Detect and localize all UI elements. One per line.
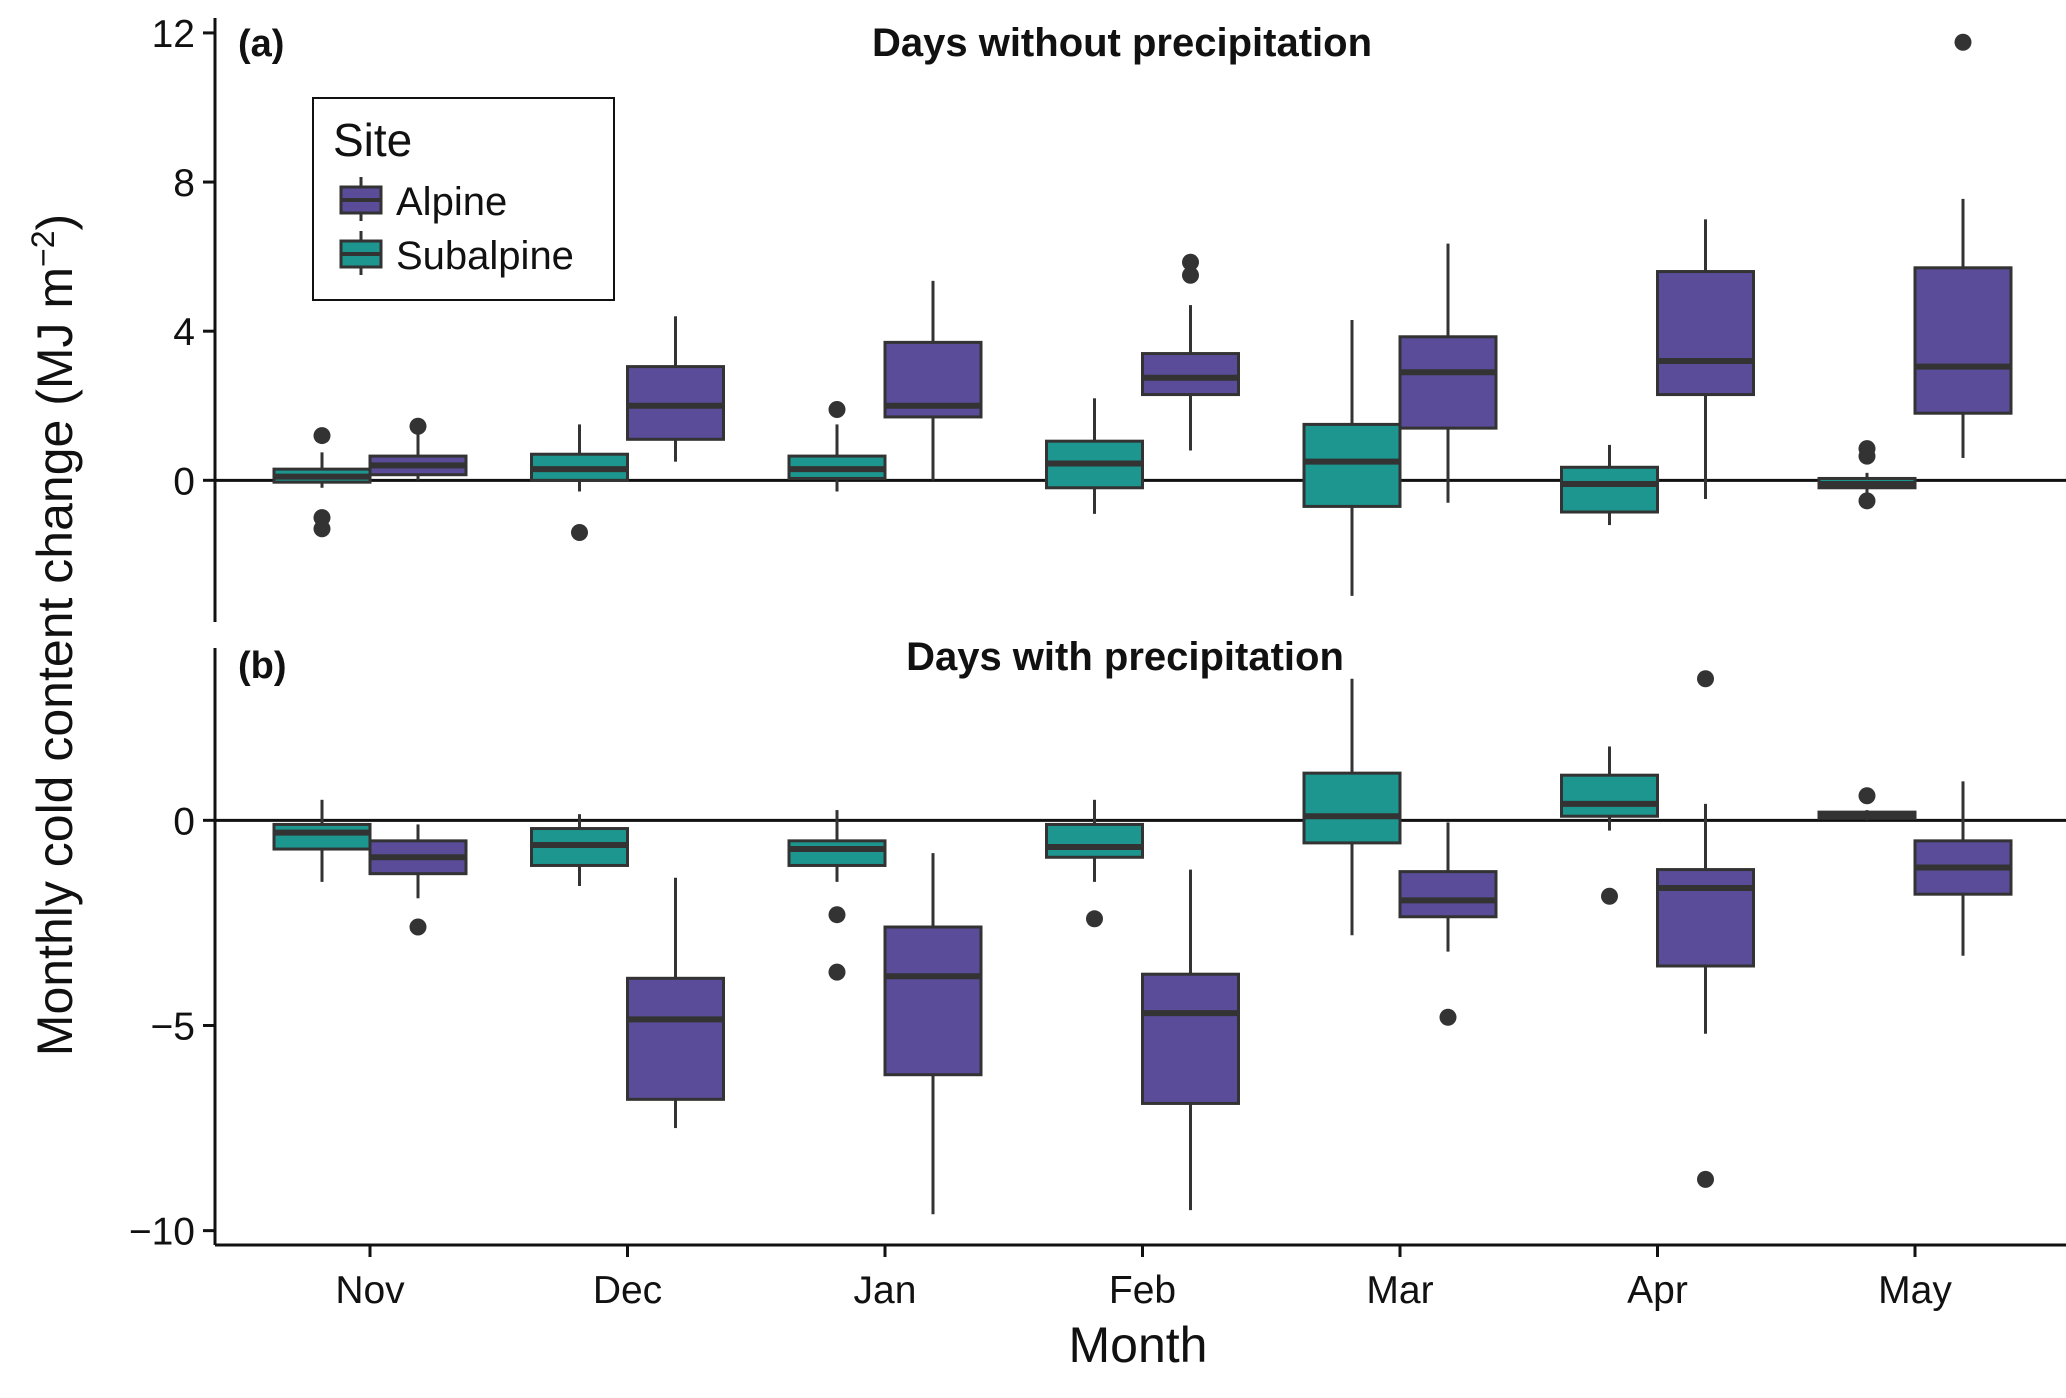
legend-label-subalpine: Subalpine [396,234,574,278]
outlier-point [1439,1008,1457,1026]
panel-b-tag: (b) [238,645,287,687]
box-iqr [1141,972,1240,1105]
y-axis-title-close: ) [27,214,83,231]
box-iqr [1398,335,1498,430]
box-alpine-feb [1141,253,1240,451]
outlier-point [1858,447,1876,465]
outlier-point [1182,266,1199,284]
legend-label-alpine: Alpine [396,180,507,224]
outlier-point [828,963,846,981]
box-alpine-nov [368,417,468,481]
y-tick-label-b: −5 [151,1005,195,1048]
panel-b-plot: −10 −5 0 [129,648,2066,1254]
box-iqr [1913,266,2013,415]
x-tick-label-nov: Nov [335,1269,405,1312]
outlier-point [571,524,588,542]
box-subalpine-dec [530,814,629,886]
x-axis: Nov Dec Jan Feb Mar Apr May [215,1243,2066,1312]
legend: Site Alpine Subalpine [312,97,615,301]
box-subalpine-apr [1560,746,1659,905]
box-iqr [1302,422,1402,508]
box-subalpine-feb [1045,398,1144,514]
x-tick-label-jan: Jan [854,1269,917,1312]
outlier-point [1601,887,1618,905]
x-tick-label-apr: Apr [1627,1269,1688,1312]
box-alpine-nov [368,824,468,936]
box-alpine-apr [1656,670,1755,1188]
y-tick-label-a: 12 [152,13,195,56]
outlier-point [1086,910,1103,928]
outlier-point [828,400,846,418]
box-iqr [1302,771,1402,845]
outlier-point [409,417,427,435]
x-tick-label-dec: Dec [593,1269,662,1312]
outlier-point [1954,33,1972,51]
outlier-point [828,906,846,924]
x-tick-label-feb: Feb [1109,1269,1176,1312]
y-tick-label-a: 0 [173,460,195,503]
outlier-point [1858,492,1876,510]
box-subalpine-jan [787,810,887,981]
y-tick-label-b: −10 [129,1211,195,1254]
box-alpine-jan [883,280,983,481]
panel-a-tag: (a) [238,23,284,65]
box-subalpine-mar [1302,320,1402,596]
box-alpine-mar [1398,822,1498,1026]
box-iqr [787,839,887,867]
box-alpine-may [1913,781,2013,956]
box-iqr [1656,270,1755,397]
box-subalpine-apr [1560,444,1659,526]
box-alpine-jan [883,853,983,1215]
box-alpine-apr [1656,219,1755,499]
box-iqr [1560,465,1659,514]
box-subalpine-dec [530,424,629,542]
outlier-point [1697,1170,1714,1188]
outlier-point [1182,253,1199,271]
legend-key-alpine [339,177,383,221]
y-axis-title-main: Monthly cold content change (MJ m [27,267,83,1056]
box-iqr [1045,822,1144,859]
outlier-point [1697,670,1714,688]
outlier-point [313,427,331,445]
x-axis-title: Month [1069,1317,1208,1373]
outlier-point [409,918,427,936]
box-iqr [626,976,725,1101]
box-subalpine-nov [272,427,372,538]
y-tick-label-b: 0 [173,800,195,843]
box-subalpine-may [1817,787,1917,821]
legend-title: Site [333,114,412,166]
box-alpine-dec [626,877,725,1129]
y-tick-label-a: 8 [173,162,195,205]
outlier-point [1858,787,1876,805]
box-subalpine-feb [1045,799,1144,928]
box-alpine-mar [1398,243,1498,503]
x-tick-label-may: May [1878,1269,1952,1312]
box-subalpine-nov [272,799,372,882]
box-alpine-feb [1141,869,1240,1211]
y-axis-title-exponent: −2 [25,230,61,266]
box-iqr [883,925,983,1077]
box-iqr [272,822,372,851]
box-iqr [1141,352,1240,397]
outlier-point [313,520,331,538]
panel-a-title: Days without precipitation [872,21,1372,65]
x-tick-label-mar: Mar [1366,1269,1433,1312]
box-subalpine-mar [1302,678,1402,936]
panel-b-title: Days with precipitation [906,635,1344,679]
box-subalpine-may [1817,440,1917,510]
y-tick-label-a: 4 [173,311,195,354]
y-axis-title: Monthly cold content change (MJ m−2) [25,214,83,1056]
box-iqr [1656,868,1755,968]
panel-a-plot: 0 4 8 12 [152,13,2066,622]
legend-key-subalpine [339,231,383,275]
box-iqr [1560,773,1659,818]
box-subalpine-jan [787,400,887,492]
box-alpine-may [1913,33,2013,458]
box-iqr [1398,870,1498,919]
box-alpine-dec [626,316,725,462]
